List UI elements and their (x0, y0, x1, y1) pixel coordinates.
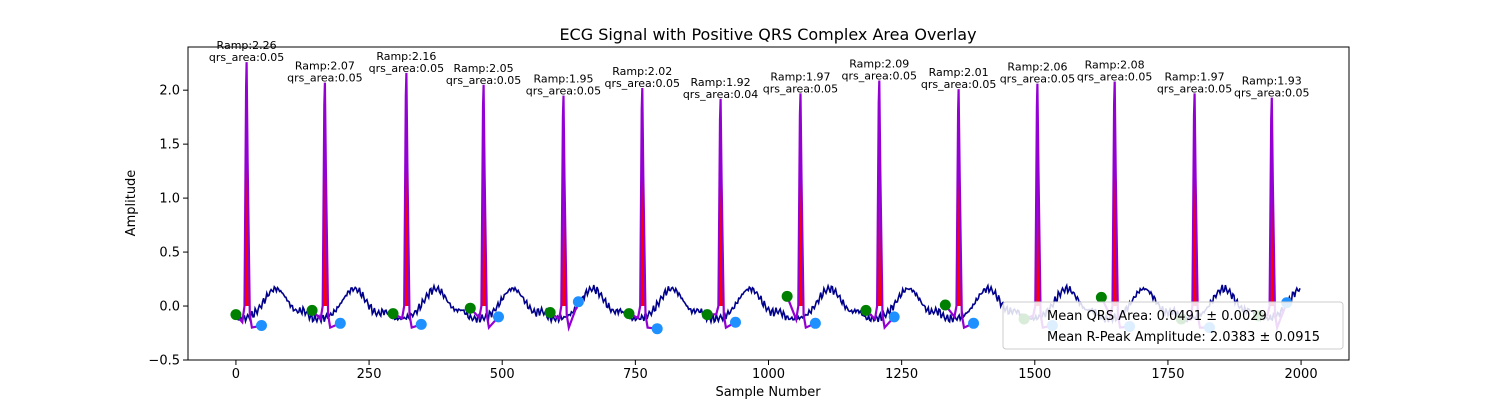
y-tick-label-5: 2.0 (159, 84, 180, 99)
qrs-offset-marker-5 (572, 296, 584, 308)
chart-title: ECG Signal with Positive QRS Complex Are… (559, 25, 976, 44)
qrs-offset-marker-1 (255, 319, 267, 331)
qrs-area-label-14: qrs_area:0.05 (1234, 87, 1309, 100)
qrs-area-label-10: qrs_area:0.05 (921, 78, 996, 91)
y-axis-label: Amplitude (124, 170, 139, 237)
r-amp-label-1: Ramp:2.26 (217, 39, 277, 52)
x-tick-label-1250: 1250 (885, 367, 918, 382)
qrs-area-label-5: qrs_area:0.05 (526, 85, 601, 98)
x-tick-label-1750: 1750 (1151, 367, 1184, 382)
r-amp-label-10: Ramp:2.01 (929, 66, 989, 79)
r-amp-label-12: Ramp:2.08 (1085, 59, 1145, 72)
qrs-onset-marker-5 (544, 307, 556, 319)
qrs-offset-marker-8 (809, 317, 821, 329)
r-amp-label-4: Ramp:2.05 (454, 62, 514, 75)
qrs-complex-line-10 (944, 89, 974, 330)
qrs-onset-marker-1 (230, 309, 242, 321)
r-amp-label-2: Ramp:2.07 (295, 60, 355, 73)
x-tick-label-500: 500 (490, 367, 515, 382)
y-tick-label-2: 0.5 (159, 246, 180, 261)
y-tick-label-3: 1.0 (159, 192, 180, 207)
qrs-complex-line-7 (707, 98, 737, 330)
qrs-area-label-6: qrs_area:0.05 (605, 77, 680, 90)
y-tick-label-1: 0.0 (159, 300, 180, 315)
qrs-complex-line-6 (628, 87, 658, 330)
legend: Mean QRS Area: 0.0491 ± 0.0029 Mean R-Pe… (1002, 301, 1344, 350)
qrs-offset-marker-2 (334, 317, 346, 329)
qrs-area-label-3: qrs_area:0.05 (369, 62, 444, 75)
qrs-onset-marker-9 (860, 304, 872, 316)
r-amp-label-11: Ramp:2.06 (1007, 61, 1067, 74)
x-tick-label-1500: 1500 (1018, 367, 1051, 382)
qrs-onset-marker-7 (701, 309, 713, 321)
qrs-complex-line-4 (469, 84, 500, 331)
qrs-onset-marker-6 (623, 308, 635, 320)
r-amp-label-5: Ramp:1.95 (533, 73, 593, 86)
qrs-offset-marker-9 (888, 311, 900, 323)
r-amp-label-14: Ramp:1.93 (1242, 75, 1302, 88)
qrs-area-label-11: qrs_area:0.05 (1000, 73, 1075, 86)
qrs-offset-marker-4 (492, 311, 504, 323)
x-tick-label-0: 0 (232, 367, 240, 382)
qrs-area-label-2: qrs_area:0.05 (287, 72, 362, 85)
x-tick-label-250: 250 (357, 367, 382, 382)
qrs-area-label-1: qrs_area:0.05 (209, 51, 284, 64)
qrs-offset-marker-3 (415, 318, 427, 330)
qrs-complex-line-3 (392, 72, 422, 330)
r-amp-label-13: Ramp:1.97 (1165, 70, 1225, 83)
r-amp-label-6: Ramp:2.02 (612, 65, 672, 78)
qrs-area-label-12: qrs_area:0.05 (1077, 71, 1152, 84)
qrs-onset-marker-4 (464, 302, 476, 314)
y-tick-label-4: 1.5 (159, 138, 180, 153)
qrs-complex-line-5 (549, 95, 580, 332)
r-amp-label-7: Ramp:1.92 (691, 76, 751, 89)
qrs-offset-marker-10 (968, 317, 980, 329)
x-tick-label-1000: 1000 (752, 367, 785, 382)
r-amp-label-9: Ramp:2.09 (849, 57, 909, 70)
qrs-complex-line-1 (235, 62, 262, 329)
qrs-area-label-13: qrs_area:0.05 (1157, 82, 1232, 95)
qrs-offset-marker-6 (651, 323, 663, 335)
r-amp-label-8: Ramp:1.97 (770, 70, 830, 83)
qrs-onset-marker-12 (1095, 291, 1107, 303)
x-tick-label-2000: 2000 (1285, 367, 1318, 382)
qrs-area-label-4: qrs_area:0.05 (446, 74, 521, 87)
x-tick-label-750: 750 (623, 367, 648, 382)
qrs-complex-line-8 (786, 93, 816, 330)
legend-line-qrs-area: Mean QRS Area: 0.0491 ± 0.0029 (1047, 309, 1267, 324)
qrs-complex-line-2 (311, 82, 341, 330)
qrs-offset-marker-7 (729, 316, 741, 328)
r-amp-label-3: Ramp:2.16 (376, 50, 436, 63)
qrs-onset-marker-2 (306, 304, 318, 316)
plot-area: Ramp:2.26qrs_area:0.05Ramp:2.07qrs_area:… (148, 39, 1350, 382)
qrs-area-label-9: qrs_area:0.05 (842, 69, 917, 82)
qrs-complex-line-9 (865, 80, 896, 331)
qrs-onset-marker-3 (387, 308, 399, 320)
qrs-onset-marker-8 (781, 290, 793, 302)
legend-box (1002, 301, 1344, 350)
qrs-area-label-8: qrs_area:0.05 (763, 82, 838, 95)
qrs-onset-marker-10 (939, 299, 951, 311)
x-axis-label: Sample Number (715, 385, 821, 400)
y-tick-label-0: −0.5 (148, 354, 180, 369)
legend-line-r-amplitude: Mean R-Peak Amplitude: 2.0383 ± 0.0915 (1047, 330, 1320, 345)
qrs-area-label-7: qrs_area:0.04 (683, 88, 758, 101)
